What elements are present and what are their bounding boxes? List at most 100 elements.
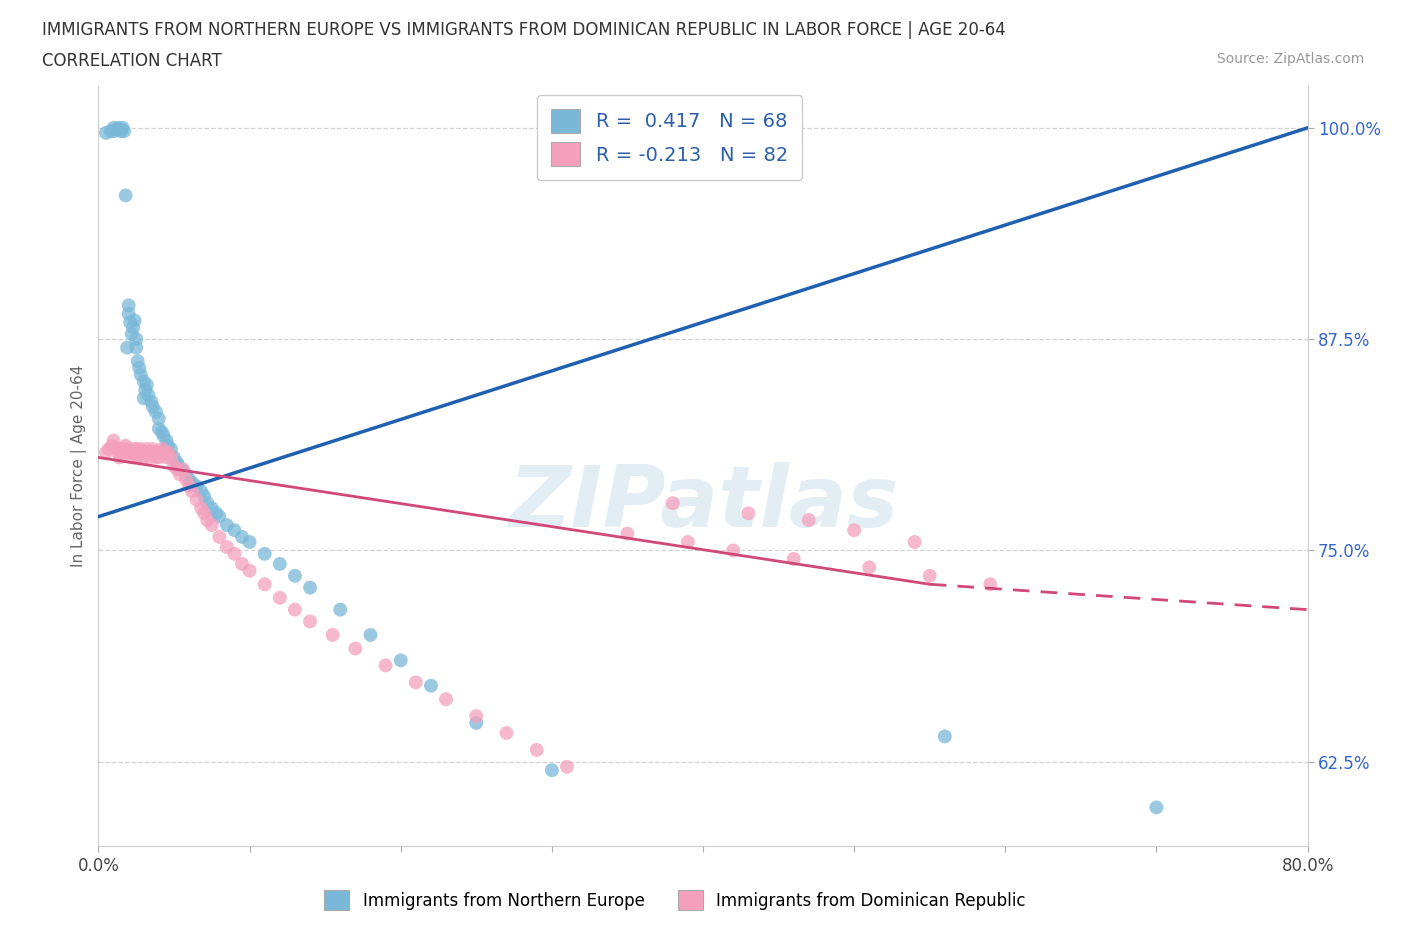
Point (94, 445, 117, 459)
Point (150, 442, 173, 457)
Point (224, 523, 246, 538)
Point (136, 388, 159, 403)
Point (181, 475, 204, 490)
Point (141, 445, 163, 459)
Point (224, 547, 246, 562)
Point (136, 445, 159, 459)
Point (125, 442, 148, 457)
Point (132, 391, 155, 405)
Point (145, 450, 167, 465)
Text: Source: ZipAtlas.com: Source: ZipAtlas.com (1216, 52, 1364, 66)
Legend: R =  0.417   N = 68, R = -0.213   N = 82: R = 0.417 N = 68, R = -0.213 N = 82 (537, 95, 801, 179)
Point (420, 678, 443, 693)
Point (179, 479, 201, 494)
Point (110, 124, 132, 139)
Point (231, 529, 253, 544)
Point (661, 496, 683, 511)
Point (269, 556, 291, 571)
Point (284, 603, 307, 618)
Point (121, 326, 143, 341)
Point (360, 628, 382, 643)
Point (344, 641, 367, 656)
Point (132, 374, 155, 389)
Point (434, 692, 457, 707)
Point (118, 298, 141, 312)
Point (124, 442, 146, 457)
Point (114, 438, 136, 453)
Point (111, 445, 134, 459)
Point (208, 510, 231, 525)
Point (105, 442, 128, 457)
Point (201, 500, 224, 515)
Point (128, 361, 150, 376)
Point (169, 467, 191, 482)
Point (129, 367, 152, 382)
Point (205, 506, 228, 521)
Point (526, 742, 548, 757)
Point (112, 124, 135, 139)
Point (132, 450, 155, 465)
Point (193, 489, 215, 504)
Point (155, 433, 177, 448)
Point (101, 438, 124, 453)
Point (179, 472, 201, 487)
Point (110, 442, 132, 457)
Point (676, 535, 699, 550)
Point (172, 462, 194, 477)
Point (208, 529, 231, 544)
Point (329, 603, 352, 618)
Point (174, 467, 197, 482)
Point (723, 543, 745, 558)
Point (195, 512, 218, 527)
Point (253, 577, 276, 591)
Point (190, 500, 212, 515)
Point (142, 399, 165, 414)
Point (299, 580, 322, 595)
Point (156, 445, 179, 459)
Point (124, 313, 146, 328)
Point (125, 340, 148, 355)
Point (149, 445, 172, 459)
Point (170, 462, 193, 477)
Point (215, 518, 238, 533)
Point (134, 445, 156, 459)
Point (103, 124, 125, 139)
Point (979, 577, 1001, 591)
Point (160, 442, 183, 457)
Point (186, 492, 208, 507)
Point (374, 658, 396, 672)
Point (166, 455, 188, 470)
Point (145, 405, 167, 419)
Point (111, 120, 134, 135)
Point (737, 506, 759, 521)
Point (108, 450, 131, 465)
Point (103, 433, 125, 448)
Point (122, 320, 145, 335)
Point (156, 438, 179, 453)
Point (193, 506, 215, 521)
Point (121, 450, 143, 465)
Point (150, 425, 173, 440)
Point (120, 445, 142, 459)
Point (186, 479, 208, 494)
Point (174, 472, 197, 487)
Text: IMMIGRANTS FROM NORTHERN EUROPE VS IMMIGRANTS FROM DOMINICAN REPUBLIC IN LABOR F: IMMIGRANTS FROM NORTHERN EUROPE VS IMMIG… (42, 21, 1005, 39)
Point (616, 526, 638, 541)
Point (465, 715, 488, 730)
Point (114, 188, 136, 203)
Point (103, 120, 125, 135)
Point (155, 450, 177, 465)
Point (152, 428, 174, 443)
Point (152, 445, 174, 459)
Point (129, 442, 152, 457)
Point (918, 568, 941, 583)
Point (115, 340, 138, 355)
Point (107, 120, 129, 135)
Point (98, 442, 121, 457)
Point (166, 462, 188, 477)
Point (127, 353, 149, 368)
Point (160, 450, 183, 465)
Point (405, 675, 427, 690)
Point (118, 306, 141, 321)
Point (146, 445, 169, 459)
